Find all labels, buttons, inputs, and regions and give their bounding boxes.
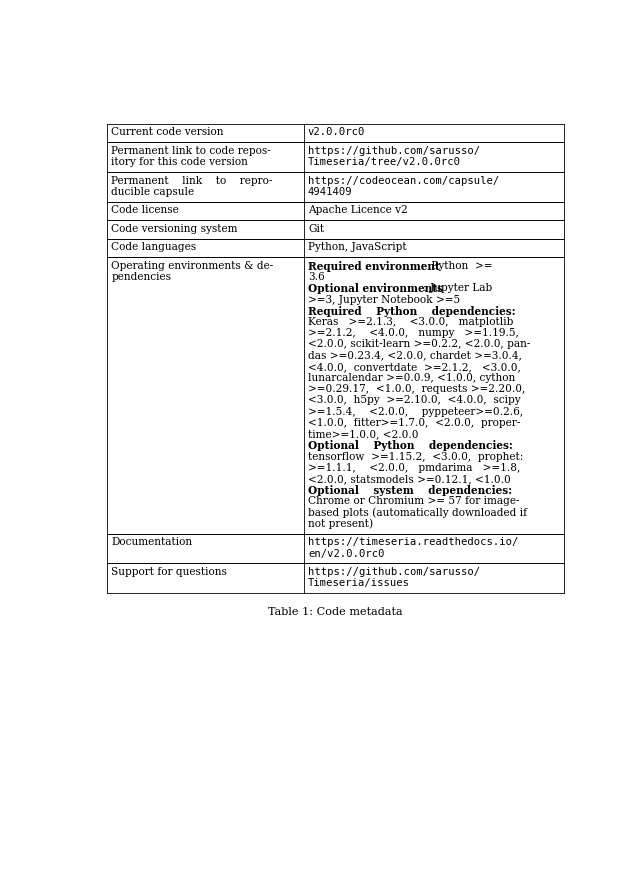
Text: >=3, Jupyter Notebook >=5: >=3, Jupyter Notebook >=5 [308, 294, 460, 305]
Text: Python, JavaScript: Python, JavaScript [308, 243, 406, 252]
Text: Support for questions: Support for questions [111, 567, 227, 577]
Text: Documentation: Documentation [111, 538, 193, 547]
Text: Timeseria/tree/v2.0.0rc0: Timeseria/tree/v2.0.0rc0 [308, 157, 461, 167]
Text: >=2.1.2,    <4.0.0,   numpy   >=1.19.5,: >=2.1.2, <4.0.0, numpy >=1.19.5, [308, 328, 518, 338]
Text: Table 1: Code metadata: Table 1: Code metadata [268, 607, 403, 617]
Text: Git: Git [308, 223, 324, 234]
Text: Current code version: Current code version [111, 127, 224, 137]
Text: https://codeocean.com/capsule/: https://codeocean.com/capsule/ [308, 175, 499, 186]
Text: en/v2.0.0rc0: en/v2.0.0rc0 [308, 548, 385, 559]
Text: 4941409: 4941409 [308, 187, 353, 196]
Text: itory for this code version: itory for this code version [111, 157, 248, 167]
Text: <3.0.0,  h5py  >=2.10.0,  <4.0.0,  scipy: <3.0.0, h5py >=2.10.0, <4.0.0, scipy [308, 395, 520, 405]
Text: https://timeseria.readthedocs.io/: https://timeseria.readthedocs.io/ [308, 538, 518, 547]
Text: Permanent link to code repos-: Permanent link to code repos- [111, 146, 271, 155]
Text: v2.0.0rc0: v2.0.0rc0 [308, 127, 365, 137]
Text: Optional    system    dependencies:: Optional system dependencies: [308, 485, 512, 496]
Text: Required environment: Required environment [308, 261, 440, 272]
Text: pendencies: pendencies [111, 272, 172, 282]
Text: tensorflow  >=1.15.2,  <3.0.0,  prophet:: tensorflow >=1.15.2, <3.0.0, prophet: [308, 451, 524, 462]
Text: Operating environments & de-: Operating environments & de- [111, 261, 273, 271]
Text: https://github.com/sarusso/: https://github.com/sarusso/ [308, 567, 480, 577]
Text: Keras   >=2.1.3,    <3.0.0,   matplotlib: Keras >=2.1.3, <3.0.0, matplotlib [308, 317, 513, 327]
Text: Chrome or Chromium >= 57 for image-: Chrome or Chromium >= 57 for image- [308, 497, 520, 506]
Text: Permanent    link    to    repro-: Permanent link to repro- [111, 175, 273, 186]
Text: not present): not present) [308, 519, 373, 529]
Text: >=1.5.4,    <2.0.0,    pyppeteer>=0.2.6,: >=1.5.4, <2.0.0, pyppeteer>=0.2.6, [308, 407, 523, 416]
Text: Timeseria/issues: Timeseria/issues [308, 578, 410, 588]
Text: 3.6: 3.6 [308, 272, 324, 282]
Text: Optional    Python    dependencies:: Optional Python dependencies: [308, 440, 513, 451]
Text: Code languages: Code languages [111, 243, 196, 252]
Text: Code versioning system: Code versioning system [111, 223, 237, 234]
Text: https://github.com/sarusso/: https://github.com/sarusso/ [308, 146, 480, 155]
Text: Apache Licence v2: Apache Licence v2 [308, 205, 408, 216]
Text: <2.0.0, statsmodels >=0.12.1, <1.0.0: <2.0.0, statsmodels >=0.12.1, <1.0.0 [308, 474, 511, 484]
Text: ducible capsule: ducible capsule [111, 187, 195, 196]
Text: lunarcalendar >=0.0.9, <1.0.0, cython: lunarcalendar >=0.0.9, <1.0.0, cython [308, 373, 515, 383]
Text: :  Python  >=: : Python >= [421, 261, 492, 271]
Text: <1.0.0,  fitter>=1.7.0,  <2.0.0,  proper-: <1.0.0, fitter>=1.7.0, <2.0.0, proper- [308, 418, 520, 428]
Text: <2.0.0, scikit-learn >=0.2.2, <2.0.0, pan-: <2.0.0, scikit-learn >=0.2.2, <2.0.0, pa… [308, 340, 531, 349]
Text: <4.0.0,  convertdate  >=2.1.2,   <3.0.0,: <4.0.0, convertdate >=2.1.2, <3.0.0, [308, 361, 521, 372]
Text: based plots (automatically downloaded if: based plots (automatically downloaded if [308, 507, 527, 519]
Text: Optional environments: Optional environments [308, 284, 443, 294]
Text: Required    Python    dependencies:: Required Python dependencies: [308, 306, 516, 317]
Text: : Jupyter Lab: : Jupyter Lab [423, 284, 493, 293]
Text: das >=0.23.4, <2.0.0, chardet >=3.0.4,: das >=0.23.4, <2.0.0, chardet >=3.0.4, [308, 351, 522, 361]
Text: time>=1.0.0, <2.0.0: time>=1.0.0, <2.0.0 [308, 430, 419, 439]
Text: >=0.29.17,  <1.0.0,  requests >=2.20.0,: >=0.29.17, <1.0.0, requests >=2.20.0, [308, 384, 525, 395]
Text: Code license: Code license [111, 205, 179, 216]
Text: >=1.1.1,    <2.0.0,   pmdarima   >=1.8,: >=1.1.1, <2.0.0, pmdarima >=1.8, [308, 463, 520, 473]
